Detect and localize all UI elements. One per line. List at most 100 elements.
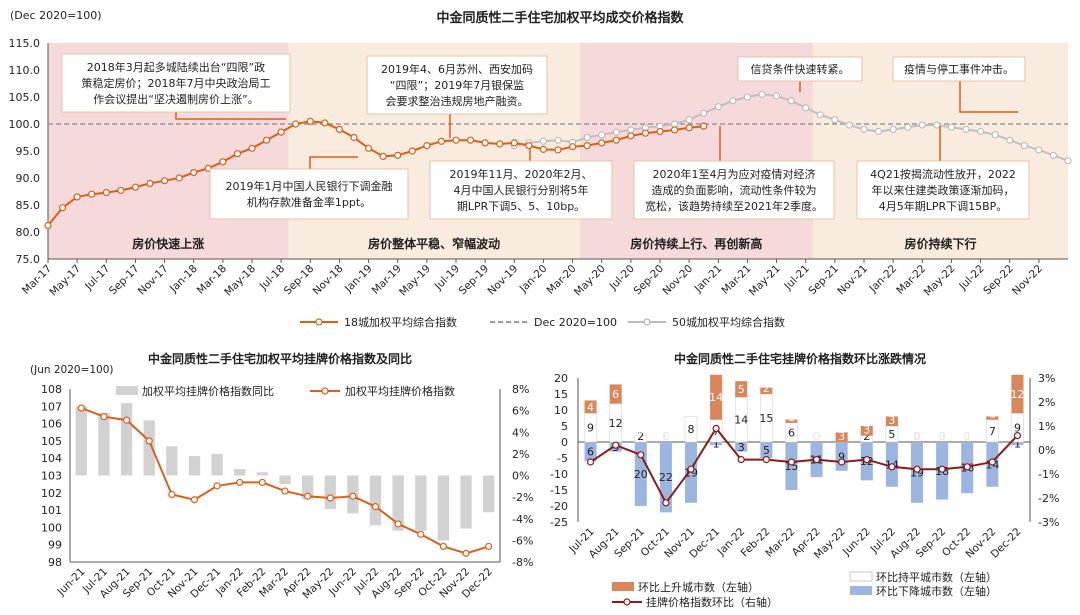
series-point-50city <box>845 121 853 129</box>
annotation-box <box>737 56 863 82</box>
series-point-18city <box>670 126 679 134</box>
legend-label: 加权平均挂牌价格指数 <box>345 384 455 398</box>
series-point-18city <box>131 183 140 191</box>
right-tick-label: -8% <box>512 556 533 569</box>
series-point-18city <box>146 179 154 187</box>
bar-label-flat: 7 <box>989 425 996 438</box>
x-tick-label: Nov-20 <box>660 263 695 298</box>
bar-up-cities <box>760 387 773 394</box>
bar-label-up: 0 <box>688 404 695 417</box>
bar-label-down: 1 <box>1014 438 1021 451</box>
bar-label-up: 3 <box>838 430 845 443</box>
annotation-box <box>366 55 548 115</box>
series-point-50city <box>714 103 722 111</box>
series-point-mom <box>762 456 770 464</box>
series-point-mom <box>662 499 670 507</box>
bar-yoy <box>301 475 314 500</box>
series-point-18city <box>583 142 591 150</box>
chart-title: 中金同质性二手住宅挂牌价格指数环比涨跌情况 <box>674 351 926 366</box>
bar-label-up: 0 <box>939 430 946 443</box>
series-point-18city <box>510 139 518 147</box>
legend-swatch-flat <box>849 571 873 582</box>
x-tick-label: Nov-19 <box>485 263 520 298</box>
series-point-50city <box>889 125 897 133</box>
bar-up-cities <box>885 416 898 426</box>
series-point-50city <box>729 97 737 105</box>
series-point-mom <box>612 441 620 449</box>
series-point-50city <box>743 93 751 101</box>
series-point-18city <box>262 136 271 144</box>
series-point-18city <box>88 190 96 198</box>
annotation-text: 策稳定房价；2018年7月中央政治局工 <box>82 76 271 90</box>
x-tick-label: May-22 <box>922 263 958 299</box>
series-point-listing-index <box>213 482 221 490</box>
annotation-text: 宽松，该趋势持续至2021年2季度。 <box>645 199 823 213</box>
series-point-50city <box>933 121 941 129</box>
series-point-18city <box>219 158 227 166</box>
series-point-50city <box>831 116 839 124</box>
bar-down-cities <box>1011 442 1024 446</box>
y-tick-label: 75.0 <box>16 253 41 266</box>
series-point-18city <box>117 186 125 195</box>
bar-up-cities <box>735 381 748 398</box>
series-point-mom <box>812 456 821 464</box>
bar-up-cities <box>860 426 873 436</box>
bar-label-down: 20 <box>634 468 648 481</box>
series-point-50city <box>671 120 679 128</box>
y-tick-label: 110.0 <box>9 64 41 77</box>
x-tick-label: May-20 <box>572 263 608 299</box>
series-point-listing-index <box>145 437 153 445</box>
series-point-18city <box>554 146 562 154</box>
series-point-50city <box>875 128 883 136</box>
annotation-text: 作会议提出“坚决遏制房价上涨”。 <box>93 92 258 106</box>
series-point-50city <box>758 90 766 98</box>
right-tick-label: -6% <box>512 534 533 547</box>
series-point-listing-index <box>462 549 470 557</box>
series-point-18city <box>452 136 460 144</box>
series-point-mom <box>913 465 921 473</box>
annotation-text: 4月5年期LPR下调15BP。 <box>879 199 1008 213</box>
series-point-mom <box>737 456 745 464</box>
series-point-18city <box>175 174 183 182</box>
bar-label-up: 12 <box>1010 388 1024 401</box>
series-point-50city <box>816 111 824 119</box>
annotation-text: “四限”；2019年7月银保监 <box>390 78 524 92</box>
bar-label-flat: 12 <box>609 417 623 430</box>
annotation-text: 4Q21按揭流动性放开，2022 <box>870 167 1016 181</box>
bar-label-up: 3 <box>863 424 870 437</box>
series-point-18city <box>568 143 577 151</box>
annotation-leader <box>959 81 1018 113</box>
bar-label-down: 22 <box>659 471 673 484</box>
legend-swatch-marker <box>643 318 651 326</box>
annotation-text: 信贷条件快速转紧。 <box>751 62 850 76</box>
left-tick-label: 106 <box>41 418 62 431</box>
y-tick-label: 115.0 <box>9 37 41 50</box>
bar-yoy <box>483 475 495 513</box>
annotation-text: 2019年11月、2020年2月、 <box>450 167 593 181</box>
series-point-18city <box>364 144 373 152</box>
series-point-50city <box>612 128 620 136</box>
annotation-text: 4月中国人民银行分别将5年 <box>454 183 589 197</box>
series-point-listing-index <box>122 416 131 424</box>
bar-yoy <box>437 475 450 541</box>
right-tick-label: 4% <box>512 426 529 439</box>
series-point-18city <box>656 127 664 136</box>
legend-swatch-marker <box>321 387 329 395</box>
series-point-mom <box>988 458 996 466</box>
series-point-50city <box>1035 146 1043 154</box>
series-point-18city <box>394 151 402 159</box>
series-point-mom <box>863 456 871 464</box>
bar-yoy <box>369 475 382 526</box>
bar-label-flat: 6 <box>788 426 795 439</box>
series-point-18city <box>481 139 489 147</box>
bar-yoy <box>392 475 404 531</box>
legend-swatch-marker <box>623 598 631 606</box>
series-point-50city <box>860 125 868 133</box>
bar-yoy <box>324 475 336 510</box>
bar-up-cities <box>584 400 597 414</box>
series-point-mom <box>938 465 946 473</box>
left-tick-label: -10 <box>550 468 568 481</box>
left-tick-label: 99 <box>48 539 62 552</box>
series-point-mom <box>838 458 846 466</box>
right-tick-label: -4% <box>512 513 533 526</box>
